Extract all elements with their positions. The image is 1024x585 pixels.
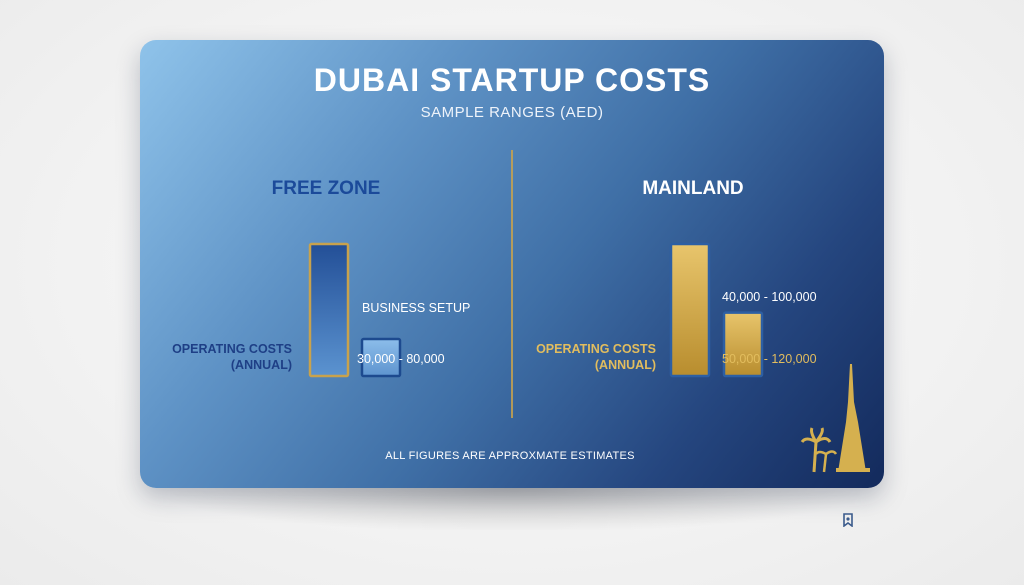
bar: [360, 337, 402, 378]
chart-title: FREE ZONE: [272, 178, 381, 199]
data-label: 50,000 - 120,000: [722, 352, 817, 366]
data-label: 30,000 - 80,000: [357, 352, 445, 366]
bar-label: (ANNUAL): [595, 358, 656, 372]
infographic-card: DUBAI STARTUP COSTS SAMPLE RANGES (AED) …: [140, 40, 884, 488]
bar-label: OPERATING COSTS: [172, 342, 292, 356]
bar-label: (ANNUAL): [231, 358, 292, 372]
bar: [308, 242, 350, 378]
burj-khalifa-icon: [836, 364, 870, 472]
bookmark-icon[interactable]: [841, 513, 855, 527]
chart-title: MAINLAND: [642, 178, 743, 199]
data-label: BUSINESS SETUP: [362, 301, 470, 315]
footnote: ALL FIGURES ARE APPROXMATE ESTIMATES: [385, 450, 635, 462]
bar: [722, 311, 764, 378]
page-subtitle: SAMPLE RANGES (AED): [420, 104, 604, 121]
data-label: 40,000 - 100,000: [722, 290, 817, 304]
palm-tree-icon: [800, 427, 838, 473]
bar: [669, 242, 711, 378]
bar-label: OPERATING COSTS: [536, 342, 656, 356]
cost-comparison-chart: FREE ZONE OPERATING COSTS (ANNUAL) BUSINESS…: [172, 178, 817, 378]
section-divider: [511, 150, 513, 418]
page-title: DUBAI STARTUP COSTS: [313, 62, 711, 98]
skyline-emblem: [800, 364, 870, 473]
